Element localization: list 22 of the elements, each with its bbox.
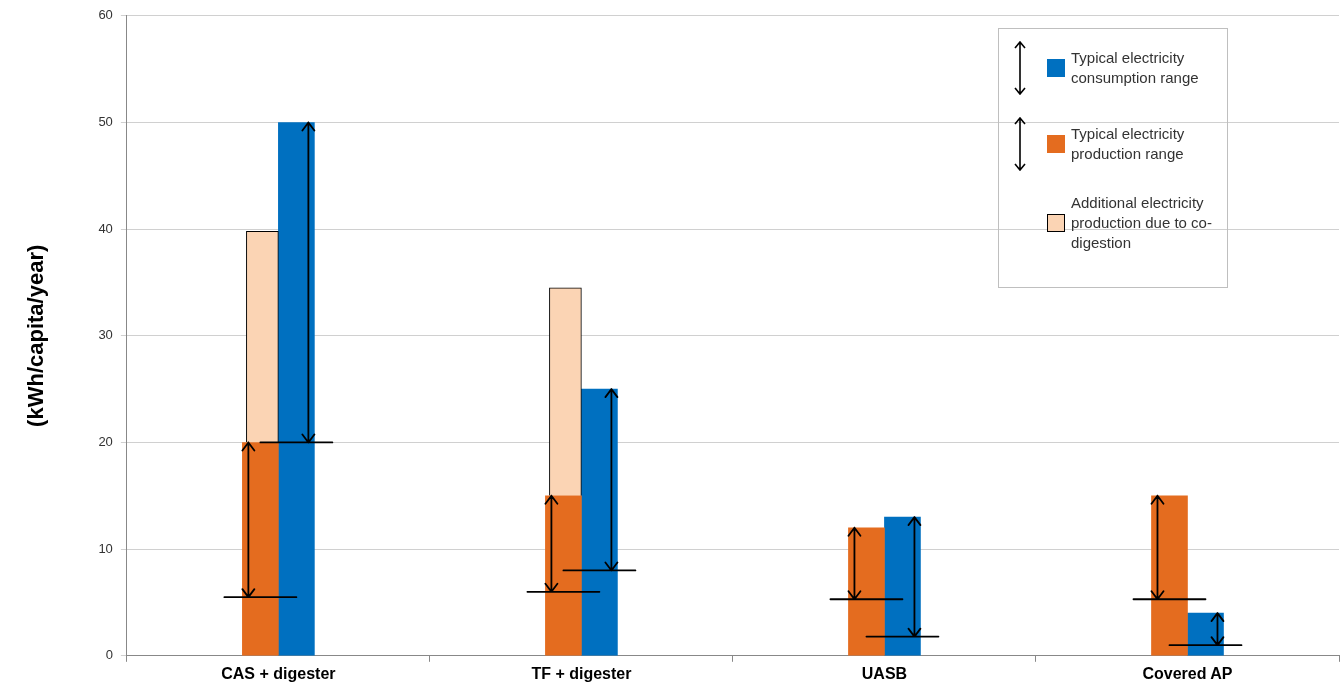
bar <box>848 527 885 656</box>
bar <box>581 388 618 656</box>
legend-label: Typical electricity production range <box>1071 124 1186 164</box>
x-tick-label: Covered AP <box>1142 664 1233 682</box>
bar <box>1151 495 1188 656</box>
x-tick-label: TF + digester <box>531 664 632 682</box>
legend-label: Additional electricity production due to co-digestion <box>1071 193 1213 253</box>
bar <box>884 516 921 656</box>
y-tick-label: 60 <box>98 7 113 23</box>
y-tick-label: 30 <box>98 327 113 343</box>
legend-label: Typical electricity consumption range <box>1071 48 1200 88</box>
x-tick-label: UASB <box>861 664 908 682</box>
y-tick-label: 20 <box>98 434 113 450</box>
bar <box>278 122 315 656</box>
y-axis-title: (kWh/capita/year) <box>23 244 49 427</box>
y-tick-label: 0 <box>105 647 113 663</box>
x-tick-label: CAS + digester <box>221 664 336 682</box>
bar <box>242 442 279 656</box>
y-tick-label: 50 <box>98 114 113 130</box>
bar <box>545 495 582 656</box>
y-tick-label: 10 <box>98 540 113 556</box>
y-tick-label: 40 <box>98 220 113 236</box>
